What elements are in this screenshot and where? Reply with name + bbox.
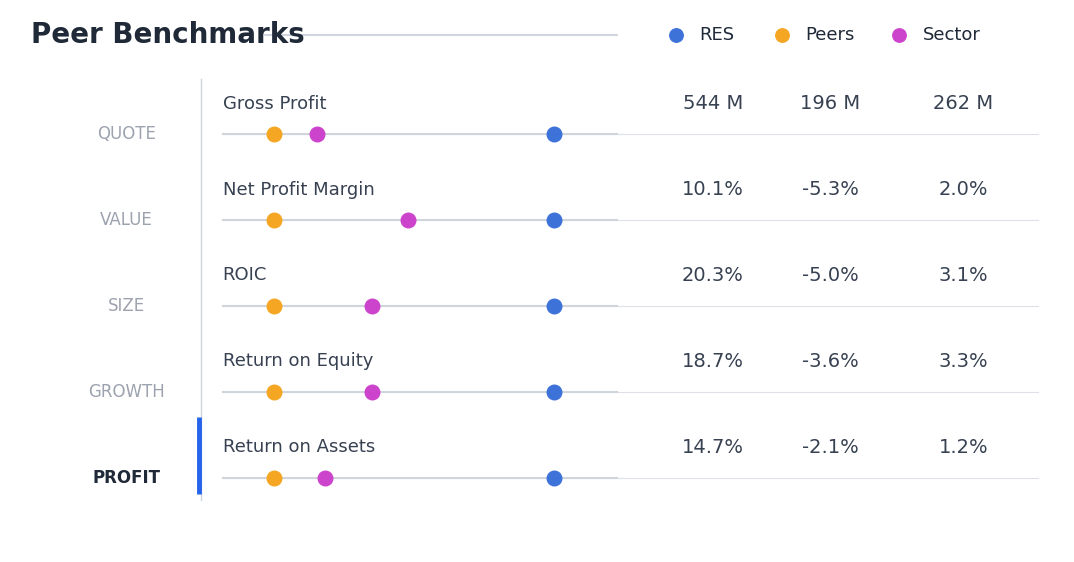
Point bbox=[546, 301, 563, 310]
Point bbox=[265, 387, 282, 396]
Point bbox=[890, 30, 908, 39]
Point bbox=[364, 301, 381, 310]
Text: ROIC: ROIC bbox=[222, 266, 267, 284]
Text: 196 M: 196 M bbox=[800, 94, 860, 114]
Text: Peers: Peers bbox=[806, 26, 855, 44]
Text: 262 M: 262 M bbox=[933, 94, 993, 114]
Text: PROFIT: PROFIT bbox=[92, 469, 161, 487]
Text: -2.1%: -2.1% bbox=[801, 438, 858, 456]
Point bbox=[773, 30, 790, 39]
Text: Sector: Sector bbox=[923, 26, 981, 44]
Text: VALUE: VALUE bbox=[100, 211, 154, 229]
Point bbox=[317, 473, 334, 482]
Text: Return on Assets: Return on Assets bbox=[222, 438, 375, 456]
Point bbox=[364, 387, 381, 396]
Text: 10.1%: 10.1% bbox=[682, 180, 744, 199]
Text: -5.0%: -5.0% bbox=[801, 266, 858, 285]
Point bbox=[265, 473, 282, 482]
Point bbox=[265, 301, 282, 310]
Text: Net Profit Margin: Net Profit Margin bbox=[222, 180, 375, 198]
Point bbox=[265, 130, 282, 139]
Text: Gross Profit: Gross Profit bbox=[222, 95, 326, 113]
Text: -3.6%: -3.6% bbox=[801, 352, 858, 371]
Point bbox=[546, 387, 563, 396]
Text: Peer Benchmarks: Peer Benchmarks bbox=[31, 21, 305, 49]
Text: RES: RES bbox=[699, 26, 735, 44]
Point bbox=[400, 216, 417, 225]
Point bbox=[546, 473, 563, 482]
Point bbox=[308, 130, 325, 139]
Text: -5.3%: -5.3% bbox=[801, 180, 858, 199]
Text: 1.2%: 1.2% bbox=[939, 438, 988, 456]
Text: 544 M: 544 M bbox=[683, 94, 743, 114]
Text: SIZE: SIZE bbox=[108, 297, 145, 315]
Text: QUOTE: QUOTE bbox=[98, 125, 156, 143]
Text: Return on Equity: Return on Equity bbox=[222, 352, 373, 370]
Text: 3.3%: 3.3% bbox=[939, 352, 988, 371]
Text: GROWTH: GROWTH bbox=[88, 383, 165, 401]
Text: 20.3%: 20.3% bbox=[682, 266, 744, 285]
Point bbox=[265, 216, 282, 225]
Text: 3.1%: 3.1% bbox=[939, 266, 988, 285]
Text: 14.7%: 14.7% bbox=[682, 438, 744, 456]
Point bbox=[546, 216, 563, 225]
Point bbox=[546, 130, 563, 139]
Text: 18.7%: 18.7% bbox=[682, 352, 744, 371]
Point bbox=[667, 30, 684, 39]
Text: 2.0%: 2.0% bbox=[939, 180, 988, 199]
